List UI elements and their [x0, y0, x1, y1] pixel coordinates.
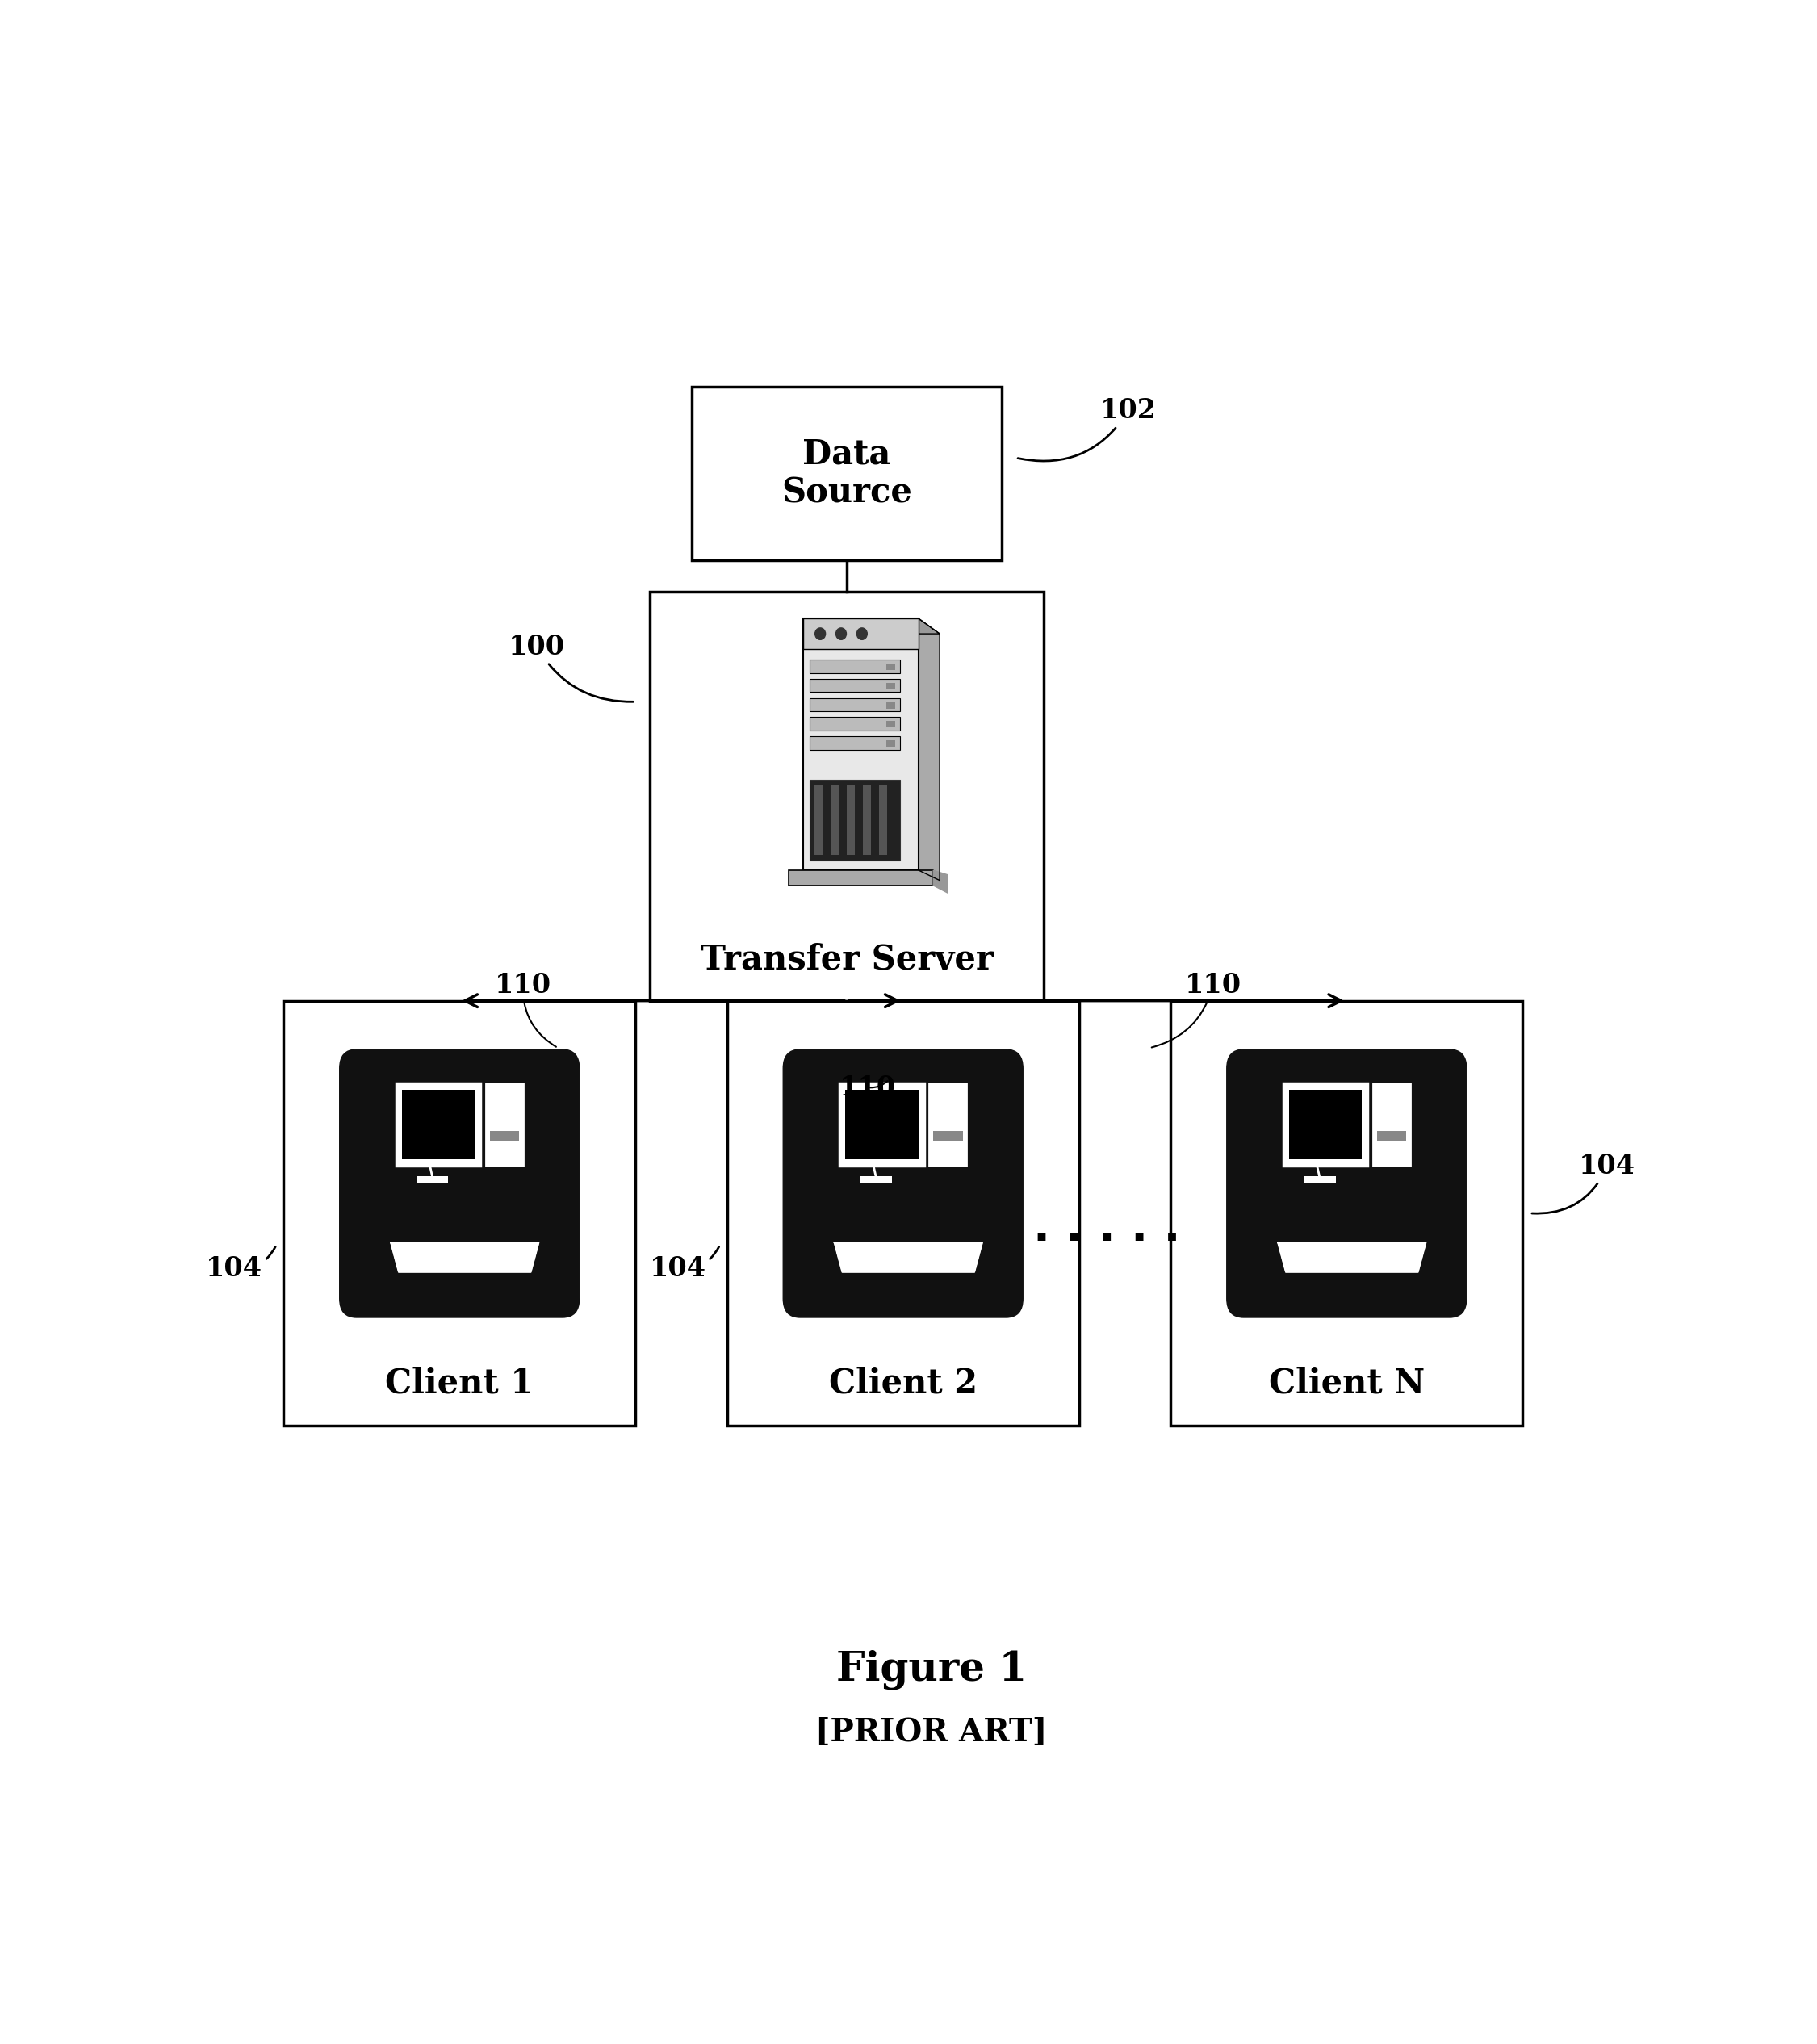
Bar — [814, 785, 823, 854]
Bar — [859, 1175, 892, 1183]
Text: [PRIOR ART]: [PRIOR ART] — [816, 1717, 1047, 1748]
FancyBboxPatch shape — [783, 1049, 1023, 1318]
Bar — [845, 1089, 918, 1159]
Text: 110: 110 — [494, 971, 556, 1047]
Bar — [810, 736, 899, 750]
Bar — [283, 1002, 636, 1427]
Bar — [727, 1002, 1079, 1427]
Circle shape — [816, 628, 825, 640]
Bar — [887, 701, 896, 709]
Bar — [1170, 1002, 1523, 1427]
Text: 104: 104 — [205, 1247, 276, 1282]
Circle shape — [858, 628, 867, 640]
Bar — [839, 1083, 925, 1165]
Bar — [789, 871, 934, 885]
Polygon shape — [803, 619, 939, 634]
Text: 104: 104 — [650, 1247, 720, 1282]
Bar — [887, 722, 896, 728]
Polygon shape — [391, 1243, 538, 1271]
Polygon shape — [834, 1243, 983, 1271]
Bar — [810, 679, 899, 693]
Text: Figure 1: Figure 1 — [836, 1650, 1027, 1690]
Bar — [489, 1130, 520, 1141]
Text: Client N: Client N — [1268, 1365, 1425, 1400]
Text: 102: 102 — [1018, 397, 1157, 462]
Text: 110: 110 — [839, 1075, 896, 1102]
Polygon shape — [934, 871, 948, 893]
Bar — [887, 664, 896, 670]
Bar — [934, 1130, 963, 1141]
Text: Client 1: Client 1 — [385, 1365, 534, 1400]
Bar — [692, 386, 1001, 560]
Circle shape — [836, 628, 847, 640]
Bar — [810, 779, 899, 861]
Bar — [416, 1175, 449, 1183]
Text: Data
Source: Data Source — [781, 437, 912, 511]
Bar — [803, 619, 919, 648]
Bar — [1288, 1089, 1363, 1159]
Bar — [887, 683, 896, 689]
Bar — [402, 1089, 474, 1159]
Text: 104: 104 — [1532, 1153, 1635, 1214]
Bar — [810, 717, 899, 730]
FancyBboxPatch shape — [340, 1049, 580, 1318]
Text: 100: 100 — [509, 634, 634, 701]
Bar — [1305, 1175, 1335, 1183]
Bar — [879, 785, 887, 854]
Text: . . . . .: . . . . . — [1034, 1208, 1181, 1251]
Bar — [863, 785, 870, 854]
Bar — [485, 1083, 523, 1165]
Bar — [847, 785, 856, 854]
FancyBboxPatch shape — [1226, 1049, 1466, 1318]
Bar — [650, 591, 1043, 1002]
Bar — [1374, 1083, 1410, 1165]
Polygon shape — [1277, 1243, 1426, 1271]
Bar — [930, 1083, 967, 1165]
Text: Transfer Server: Transfer Server — [700, 942, 994, 977]
Bar — [396, 1083, 480, 1165]
Bar — [887, 740, 896, 746]
Bar — [810, 697, 899, 711]
Bar — [810, 660, 899, 672]
Polygon shape — [919, 619, 939, 881]
Bar — [1377, 1130, 1406, 1141]
Text: 110: 110 — [1152, 971, 1241, 1047]
Bar — [1283, 1083, 1368, 1165]
Bar — [803, 619, 919, 871]
Bar — [830, 785, 839, 854]
Text: Client 2: Client 2 — [829, 1365, 978, 1400]
